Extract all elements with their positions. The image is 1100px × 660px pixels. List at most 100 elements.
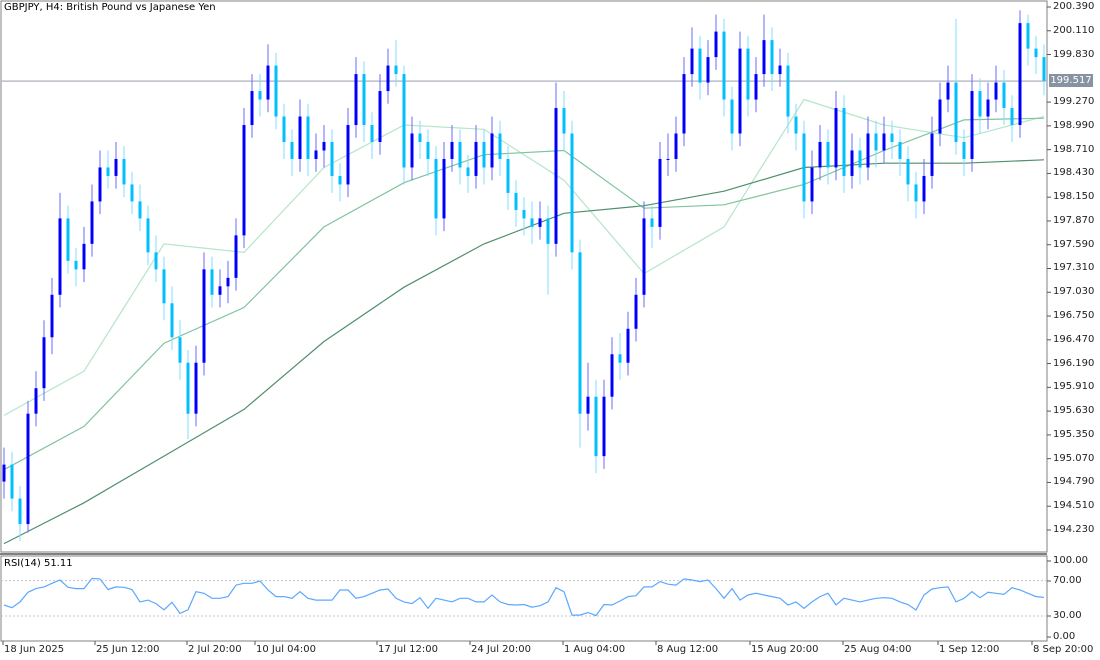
- candle-bear: [482, 141, 486, 168]
- y-tick-label: 199.830: [1053, 48, 1095, 60]
- candle-bull: [674, 133, 678, 159]
- candle-bear: [914, 184, 918, 202]
- candle-bear: [394, 65, 398, 75]
- candle-bear: [786, 65, 790, 117]
- candle-bear: [954, 82, 958, 142]
- candle-bear: [1010, 108, 1014, 126]
- candle-bull: [26, 413, 30, 525]
- x-tick-label: 8 Aug 12:00: [657, 644, 719, 655]
- candle-bear: [498, 133, 502, 159]
- candle-bear: [18, 498, 22, 525]
- candle-bear: [162, 269, 166, 304]
- y-tick-label: 195.350: [1053, 428, 1095, 440]
- y-tick-label: 196.190: [1053, 357, 1095, 369]
- candle-bear: [362, 74, 366, 126]
- candle-bear: [962, 141, 966, 159]
- y-tick-label: 198.710: [1053, 143, 1095, 155]
- candle-bull: [314, 150, 318, 159]
- x-tick-label: 10 Jul 04:00: [256, 644, 316, 655]
- y-tick-label: 194.230: [1053, 523, 1095, 535]
- y-tick-label: 196.750: [1053, 310, 1095, 322]
- candle-bull: [818, 141, 822, 168]
- candle-bull: [98, 167, 102, 202]
- y-tick-label: 199.270: [1053, 96, 1095, 108]
- y-tick-label: 198.150: [1053, 191, 1095, 203]
- candle-bear: [466, 167, 470, 176]
- y-tick-label: 200.390: [1053, 1, 1095, 12]
- candle-bear: [522, 209, 526, 219]
- candle-bull: [90, 201, 94, 244]
- candle-bear: [842, 108, 846, 176]
- candle-bull: [114, 158, 118, 176]
- y-tick-label: 198.430: [1053, 167, 1095, 179]
- candle-bull: [490, 133, 494, 168]
- candle-bull: [82, 243, 86, 270]
- candle-bull: [994, 82, 998, 100]
- y-tick-label: 195.630: [1053, 405, 1095, 417]
- candle-bull: [202, 269, 206, 363]
- candle-bull: [266, 65, 270, 100]
- candle-bull: [194, 362, 198, 414]
- candle-bull: [938, 99, 942, 134]
- y-tick-label: 196.470: [1053, 333, 1095, 345]
- rsi-y-tick-label: 70.00: [1053, 575, 1082, 586]
- x-tick-label: 25 Aug 04:00: [844, 644, 912, 655]
- candle-bull: [706, 57, 710, 83]
- candle-bear: [826, 141, 830, 168]
- candle-bear: [426, 141, 430, 159]
- candle-bull: [642, 218, 646, 295]
- candle-bear: [730, 99, 734, 134]
- current-price-tag: 199.517: [1049, 74, 1093, 87]
- candle-bull: [58, 218, 62, 295]
- candle-bear: [874, 133, 878, 151]
- y-tick-label: 197.590: [1053, 238, 1095, 250]
- candle-bear: [66, 218, 70, 261]
- candle-bear: [570, 133, 574, 253]
- y-tick-label: 198.990: [1053, 119, 1095, 131]
- candle-bull: [234, 235, 238, 278]
- candle-bear: [514, 192, 518, 210]
- x-tick-label: 17 Jul 12:00: [378, 644, 438, 655]
- y-tick-label: 195.910: [1053, 381, 1095, 393]
- candle-bear: [178, 337, 182, 363]
- candle-bear: [1034, 48, 1038, 58]
- candle-bear: [890, 133, 894, 142]
- candle-bull: [242, 125, 246, 236]
- candle-bull: [690, 48, 694, 75]
- candle-bull: [778, 65, 782, 75]
- candle-bear: [282, 116, 286, 142]
- candle-bull: [538, 218, 542, 227]
- candle-bear: [618, 354, 622, 363]
- candle-bull: [226, 277, 230, 287]
- candle-bull: [346, 125, 350, 185]
- candle-bear: [858, 150, 862, 168]
- candle-bull: [810, 167, 814, 202]
- candle-bear: [906, 158, 910, 185]
- candle-bull: [474, 141, 478, 176]
- candle-bear: [258, 91, 262, 100]
- candle-bull: [386, 65, 390, 92]
- chart-title: GBPJPY, H4: British Pound vs Japanese Ye…: [4, 2, 216, 13]
- candle-bull: [378, 91, 382, 142]
- candle-bear: [106, 167, 110, 176]
- candle-bear: [1002, 82, 1006, 109]
- candle-bull: [586, 396, 590, 414]
- candle-bull: [250, 91, 254, 126]
- candle-bear: [578, 252, 582, 414]
- candle-bear: [338, 175, 342, 185]
- candle-bear: [146, 218, 150, 253]
- candle-bull: [682, 74, 686, 134]
- candle-bear: [722, 31, 726, 100]
- x-tick-label: 25 Jun 12:00: [96, 644, 160, 655]
- x-tick-label: 1 Sep 12:00: [939, 644, 1000, 655]
- x-tick-label: 24 Jul 20:00: [471, 644, 531, 655]
- candle-bear: [154, 252, 158, 270]
- candle-bear: [746, 48, 750, 100]
- candle-bull: [666, 158, 670, 160]
- rsi-y-tick-label: 0.00: [1053, 631, 1076, 642]
- candle-bear: [330, 141, 334, 176]
- candle-bear: [594, 396, 598, 457]
- y-tick-label: 197.030: [1053, 286, 1095, 298]
- candle-bear: [1026, 23, 1030, 49]
